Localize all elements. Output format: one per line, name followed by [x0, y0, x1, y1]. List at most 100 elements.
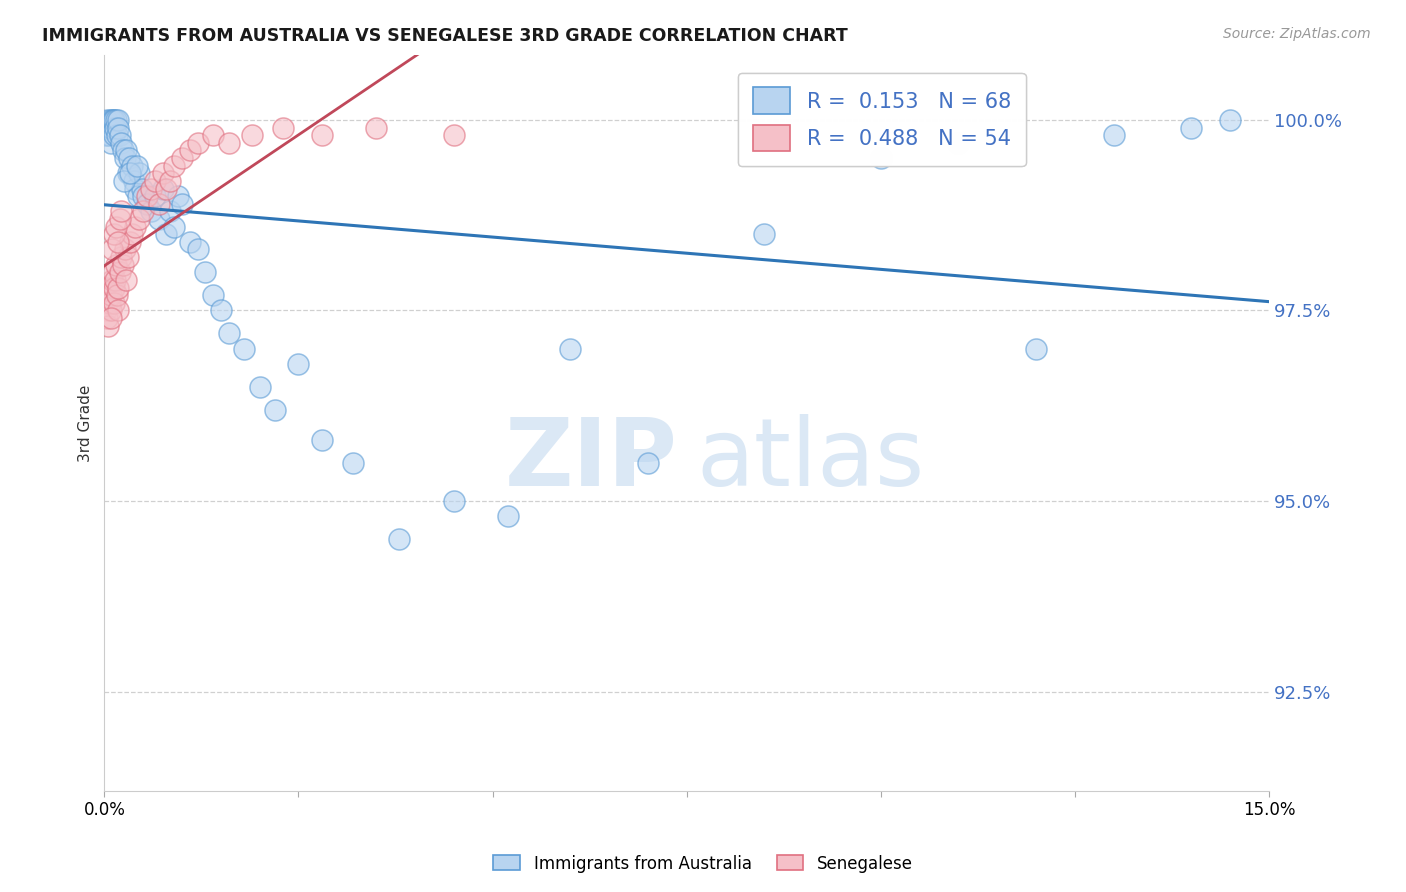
Point: [100, 288, 122, 302]
Point: [101, 243, 124, 257]
Point: [115, 273, 138, 287]
Point: [104, 120, 127, 135]
Point: [170, 151, 193, 165]
Point: [121, 227, 143, 242]
Point: [1180, 120, 1202, 135]
Point: [103, 128, 125, 143]
Point: [139, 204, 162, 219]
Point: [155, 227, 177, 242]
Y-axis label: 3rd Grade: 3rd Grade: [79, 384, 93, 461]
Point: [108, 265, 131, 279]
Point: [143, 189, 166, 203]
Point: [101, 273, 124, 287]
Point: [167, 189, 190, 203]
Point: [159, 174, 181, 188]
Point: [103, 296, 125, 310]
Point: [100, 136, 122, 150]
Point: [111, 144, 134, 158]
Point: [107, 303, 129, 318]
Point: [118, 166, 141, 180]
Point: [139, 181, 162, 195]
Point: [96, 311, 118, 326]
Point: [114, 151, 136, 165]
Point: [132, 189, 155, 203]
Point: [100, 311, 122, 326]
Point: [108, 212, 131, 227]
Point: [240, 128, 263, 143]
Point: [103, 227, 125, 242]
Point: [97, 120, 120, 135]
Point: [443, 494, 465, 508]
Point: [127, 189, 149, 203]
Point: [179, 235, 201, 249]
Text: IMMIGRANTS FROM AUSTRALIA VS SENEGALESE 3RD GRADE CORRELATION CHART: IMMIGRANTS FROM AUSTRALIA VS SENEGALESE …: [42, 27, 848, 45]
Point: [107, 112, 129, 127]
Point: [100, 120, 122, 135]
Point: [311, 128, 333, 143]
Point: [94, 128, 117, 143]
Point: [121, 159, 143, 173]
Legend: R =  0.153   N = 68, R =  0.488   N = 54: R = 0.153 N = 68, R = 0.488 N = 54: [738, 73, 1025, 166]
Point: [443, 128, 465, 143]
Point: [143, 174, 166, 188]
Point: [1025, 342, 1047, 356]
Point: [264, 402, 287, 417]
Point: [101, 265, 124, 279]
Point: [94, 280, 117, 294]
Point: [124, 181, 146, 195]
Point: [155, 181, 177, 195]
Point: [114, 243, 136, 257]
Point: [117, 166, 139, 180]
Point: [218, 136, 240, 150]
Point: [202, 128, 225, 143]
Point: [103, 112, 125, 127]
Point: [107, 280, 129, 294]
Point: [754, 227, 776, 242]
Point: [366, 120, 388, 135]
Point: [128, 212, 150, 227]
Point: [148, 212, 170, 227]
Point: [101, 112, 124, 127]
Point: [194, 265, 217, 279]
Point: [98, 128, 121, 143]
Point: [105, 112, 128, 127]
Point: [105, 219, 128, 234]
Point: [97, 318, 120, 333]
Point: [209, 303, 232, 318]
Point: [94, 303, 117, 318]
Point: [271, 120, 294, 135]
Point: [179, 144, 201, 158]
Point: [202, 288, 225, 302]
Point: [118, 235, 141, 249]
Point: [560, 342, 582, 356]
Point: [101, 112, 124, 127]
Point: [159, 204, 181, 219]
Point: [136, 196, 159, 211]
Point: [105, 128, 128, 143]
Point: [311, 433, 333, 447]
Point: [187, 243, 209, 257]
Point: [163, 159, 186, 173]
Point: [118, 151, 141, 165]
Point: [110, 250, 132, 264]
Point: [249, 379, 271, 393]
Point: [287, 357, 309, 371]
Point: [637, 456, 659, 470]
Point: [131, 181, 153, 195]
Point: [100, 303, 122, 318]
Legend: Immigrants from Australia, Senegalese: Immigrants from Australia, Senegalese: [486, 848, 920, 880]
Point: [105, 288, 128, 302]
Point: [152, 181, 174, 195]
Point: [103, 280, 125, 294]
Point: [1102, 128, 1125, 143]
Point: [98, 280, 121, 294]
Point: [107, 235, 129, 249]
Point: [496, 509, 519, 524]
Point: [96, 112, 118, 127]
Point: [117, 250, 139, 264]
Point: [170, 196, 193, 211]
Text: ZIP: ZIP: [505, 414, 678, 506]
Point: [125, 159, 148, 173]
Point: [115, 144, 138, 158]
Point: [342, 456, 364, 470]
